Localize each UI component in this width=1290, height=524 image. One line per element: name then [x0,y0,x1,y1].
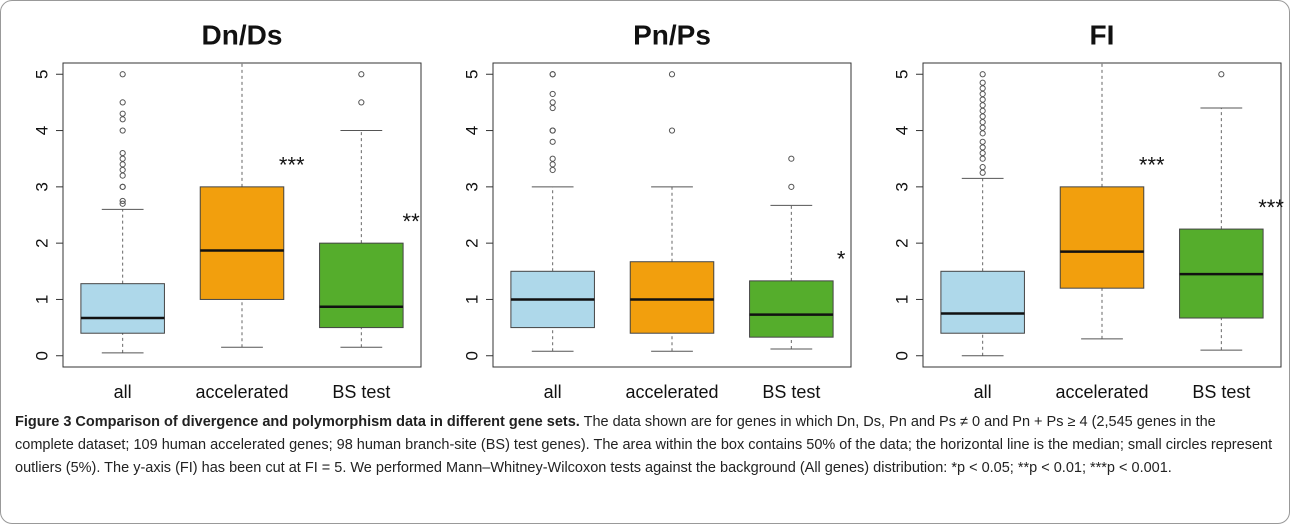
outlier [979,79,986,86]
outlier [119,166,126,174]
outlier [979,119,986,126]
plot-frame [62,62,422,368]
caption: Figure 3 Comparison of divergence and po… [15,411,1277,480]
outlier [979,164,986,171]
significance: *** [279,153,305,178]
x-tick-label: accelerated [195,382,288,402]
outlier [549,166,556,174]
y-tick-label: 1 [32,295,51,304]
significance: *** [1258,195,1284,220]
y-tick-label: 4 [32,126,51,135]
y-tick-label: 2 [892,238,911,247]
plot-frame [922,62,1282,368]
y-tick-label: 2 [462,238,481,247]
chart-title: Pn/Ps [633,19,711,50]
chart-title: FI [1090,19,1115,50]
outlier [549,138,556,145]
outlier [1218,71,1225,78]
y-tick-label: 3 [462,182,481,191]
caption-title: Figure 3 Comparison of divergence and po… [15,414,580,430]
outlier [979,90,986,98]
outlier [119,71,126,78]
outlier [119,183,126,190]
outlier [979,102,986,109]
box [80,283,165,334]
outlier [788,155,795,162]
y-tick-label: 1 [462,295,481,304]
y-tick-label: 5 [462,70,481,79]
outlier [668,127,676,134]
y-tick-label: 0 [892,351,911,360]
outlier [549,99,556,106]
y-tick-label: 0 [32,351,51,360]
outlier [979,85,986,92]
outlier [979,71,986,78]
y-tick-label: 3 [32,182,51,191]
outlier [119,161,126,168]
y-tick-label: 1 [892,295,911,304]
box [940,270,1025,334]
outlier [979,149,986,157]
x-tick-label: BS test [332,382,390,402]
outlier [549,90,556,98]
outlier [788,183,795,190]
y-tick-label: 4 [462,126,481,135]
outlier [668,71,676,78]
outlier [549,104,556,112]
outlier [979,155,986,162]
outlier [119,99,126,106]
x-tick-label: all [114,382,132,402]
x-tick-label: accelerated [625,382,718,402]
outlier [979,130,986,137]
outlier [119,155,126,162]
outlier [119,116,126,123]
outlier [549,127,556,134]
outlier [119,197,126,205]
outlier [979,144,986,151]
outlier [979,124,986,131]
x-tick-label: all [974,382,992,402]
outlier [119,110,126,117]
box [1059,186,1145,289]
charts: Dn/Ds 0 1 2 3 4 5 all accelerated *** BS test ** Pn/… [32,19,1284,402]
caption-text: The data shown are for genes in which Dn… [15,414,1273,476]
box [629,261,715,334]
box [199,186,285,300]
outlier [979,107,986,114]
outlier [358,99,365,106]
y-tick-label: 2 [32,238,51,247]
y-tick-label: 5 [892,70,911,79]
x-tick-label: BS test [762,382,820,402]
y-tick-label: 4 [892,126,911,135]
outlier [979,169,986,176]
significance: * [837,247,846,272]
x-tick-label: accelerated [1055,382,1148,402]
outlier [549,155,556,162]
box [749,280,834,338]
chart-title: Dn/Ds [202,19,283,50]
outlier [979,113,986,120]
significance: ** [403,209,421,234]
y-tick-label: 5 [32,70,51,79]
outlier [119,200,126,207]
outlier [979,138,986,145]
y-tick-label: 3 [892,182,911,191]
outlier [119,149,126,157]
y-tick-label: 0 [462,351,481,360]
outlier [358,71,365,78]
plot-frame [492,62,852,368]
outlier [549,71,556,78]
outlier [119,172,126,179]
outlier [549,161,556,168]
x-tick-label: BS test [1192,382,1250,402]
outlier [979,96,986,103]
x-tick-label: all [544,382,562,402]
outlier [119,127,126,134]
significance: *** [1139,153,1165,178]
box [319,242,404,329]
